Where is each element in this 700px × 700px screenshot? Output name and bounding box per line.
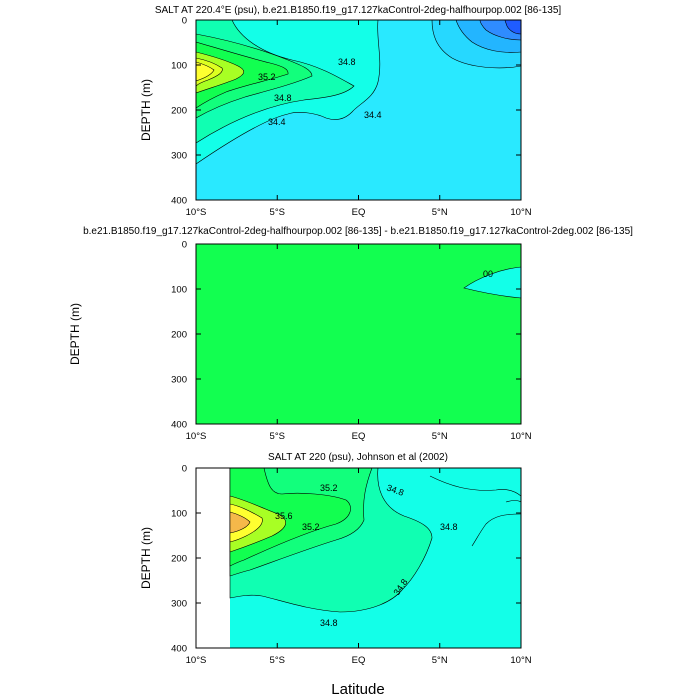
x-tick-label: EQ <box>352 655 366 666</box>
y-tick-label: 200 <box>171 106 187 117</box>
panel-1-ticks: 10°S 5°S EQ 5°N 10°N 0 100 200 300 400 <box>171 16 532 219</box>
y-tick-label: 100 <box>171 509 187 520</box>
p2-region-base <box>196 244 521 424</box>
x-tick-label: EQ <box>352 207 366 218</box>
y-tick-label: 400 <box>171 420 187 431</box>
y-tick-label: 300 <box>171 599 187 610</box>
x-tick-label: 5°S <box>270 431 285 442</box>
p2-contour-label-00: 00 <box>483 269 493 279</box>
panel-3-field <box>196 468 521 648</box>
p3-contour-label-34-8-bottom: 34.8 <box>320 618 338 628</box>
p3-contour-label-34-8-east: 34.8 <box>440 522 458 532</box>
panel-3-ylabel: DEPTH (m) <box>139 527 153 589</box>
y-tick-label: 100 <box>171 61 187 72</box>
panel-2-ylabel: DEPTH (m) <box>68 303 82 365</box>
x-tick-label: 5°S <box>270 655 285 666</box>
y-tick-label: 200 <box>171 330 187 341</box>
p3-contour-label-35-2-low: 35.2 <box>302 522 320 532</box>
x-tick-label: 10°N <box>510 431 531 442</box>
x-tick-label: 10°S <box>186 207 207 218</box>
panel-1: SALT AT 220.4°E (psu), b.e21.B1850.f19_g… <box>139 5 561 218</box>
y-tick-label: 200 <box>171 554 187 565</box>
p1-contour-label-34-8-low: 34.8 <box>274 93 292 103</box>
p3-contour-label-35-6: 35.6 <box>275 511 293 521</box>
y-tick-label: 0 <box>182 16 187 27</box>
p3-region-green <box>229 468 351 567</box>
x-tick-label: 5°N <box>432 431 448 442</box>
panel-2: b.e21.B1850.f19_g17.127kaControl-2deg-ha… <box>68 226 633 442</box>
y-tick-label: 400 <box>171 196 187 207</box>
panel-1-field <box>196 20 521 200</box>
y-tick-label: 0 <box>182 240 187 251</box>
x-tick-label: EQ <box>352 431 366 442</box>
panel-3-ticks: 10°S 5°S EQ 5°N 10°N 0 100 200 300 400 <box>171 464 532 667</box>
p3-contour-label-35-2-top: 35.2 <box>320 483 338 493</box>
y-tick-label: 400 <box>171 644 187 655</box>
p1-region-deep-blue <box>504 20 521 35</box>
panel-2-title: b.e21.B1850.f19_g17.127kaControl-2deg-ha… <box>83 226 633 237</box>
panel-3-title: SALT AT 220 (psu), Johnson et al (2002) <box>268 452 448 463</box>
y-tick-label: 300 <box>171 375 187 386</box>
p1-contour-label-34-8-top: 34.8 <box>338 57 356 67</box>
p3-contour-34-8-east <box>471 513 521 547</box>
panel-3: SALT AT 220 (psu), Johnson et al (2002) … <box>139 452 532 666</box>
x-tick-label: 10°S <box>186 431 207 442</box>
x-tick-label: 5°N <box>432 655 448 666</box>
x-tick-label: 5°S <box>270 207 285 218</box>
x-tick-label: 10°S <box>186 655 207 666</box>
p2-region-negative <box>463 266 521 299</box>
x-tick-label: 5°N <box>432 207 448 218</box>
panel-1-title: SALT AT 220.4°E (psu), b.e21.B1850.f19_g… <box>155 5 562 16</box>
panel-2-ticks: 10°S 5°S EQ 5°N 10°N 0 100 200 300 400 <box>171 240 532 443</box>
y-tick-label: 0 <box>182 464 187 475</box>
panel-2-field <box>196 244 521 424</box>
p1-contour-label-35-2: 35.2 <box>258 72 276 82</box>
p3-region-orange <box>229 511 251 534</box>
y-tick-label: 300 <box>171 151 187 162</box>
x-tick-label: 10°N <box>510 655 531 666</box>
p1-contour-label-34-4-left: 34.4 <box>268 117 286 127</box>
y-tick-label: 100 <box>171 285 187 296</box>
p1-contour-label-34-4-right: 34.4 <box>364 110 382 120</box>
x-tick-label: 10°N <box>510 207 531 218</box>
p3-contour-34-8-patch <box>505 500 521 503</box>
x-axis-label: Latitude <box>331 681 384 698</box>
p3-contour-34-8-north <box>429 475 521 497</box>
p1-region-yellow <box>196 61 215 82</box>
panel-1-ylabel: DEPTH (m) <box>139 79 153 141</box>
